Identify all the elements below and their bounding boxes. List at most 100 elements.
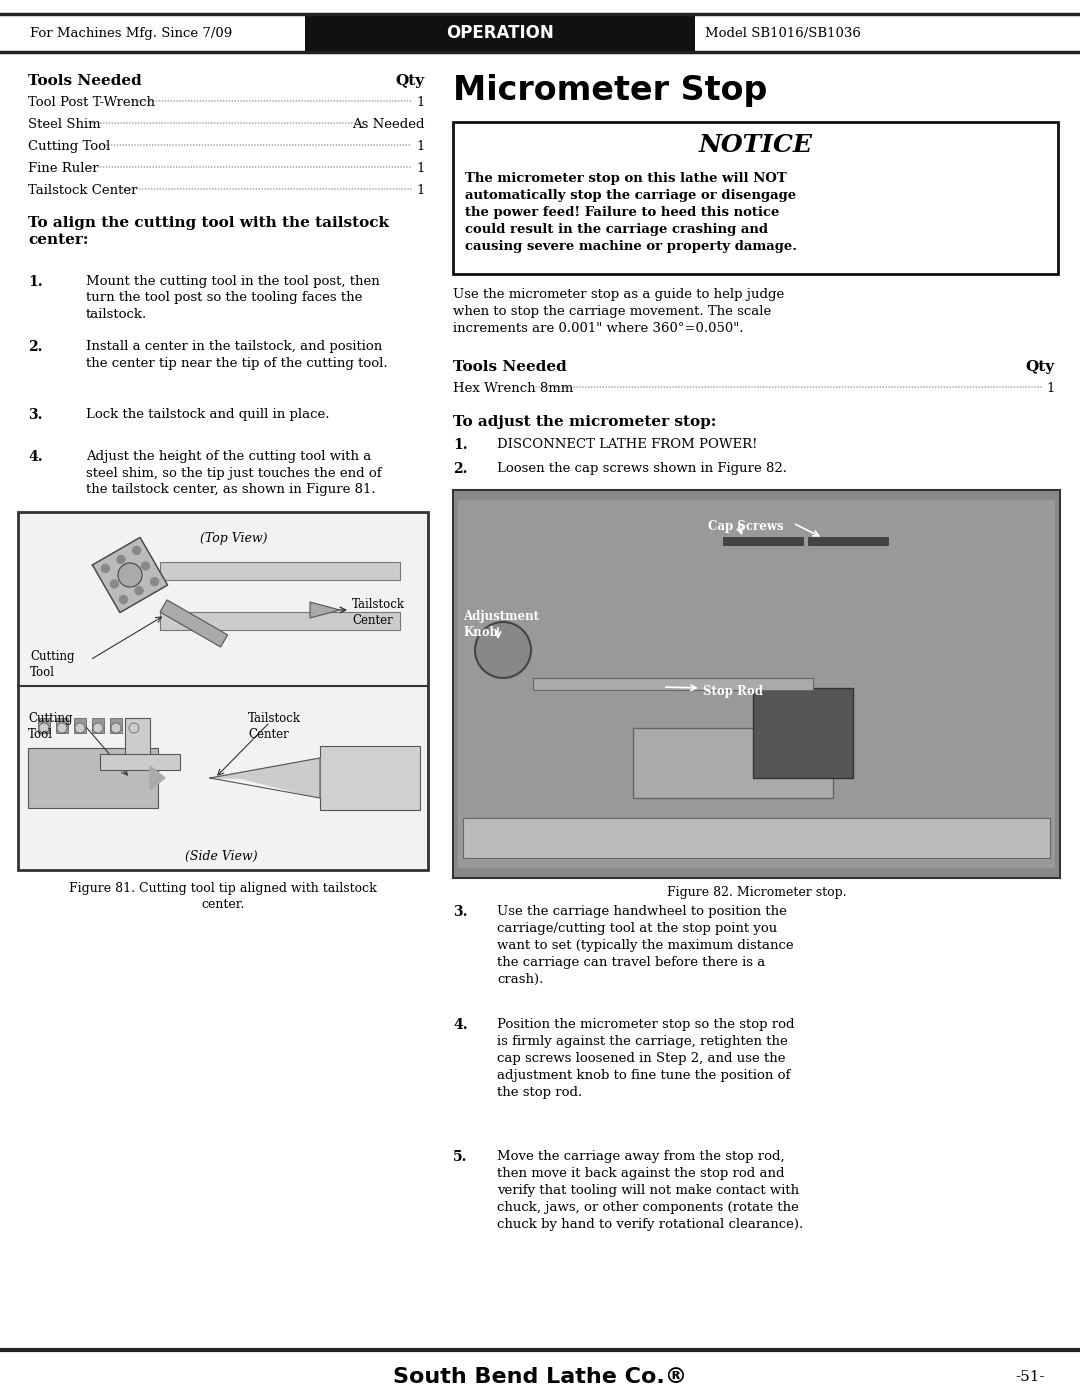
Text: Tailstock Center: Tailstock Center bbox=[28, 184, 137, 197]
Text: Steel Shim: Steel Shim bbox=[28, 117, 100, 131]
Text: Cutting
Tool: Cutting Tool bbox=[28, 712, 72, 740]
Text: Fine Ruler: Fine Ruler bbox=[28, 162, 98, 175]
Bar bbox=[75, 718, 86, 733]
Text: Loosen the cap screws shown in Figure 82.: Loosen the cap screws shown in Figure 82… bbox=[497, 462, 787, 475]
Text: Lock the tailstock and quill in place.: Lock the tailstock and quill in place. bbox=[86, 408, 329, 420]
Bar bbox=[458, 500, 1055, 868]
Text: 3.: 3. bbox=[28, 408, 42, 422]
Circle shape bbox=[118, 563, 141, 587]
Text: Adjust the height of the cutting tool with a
steel shim, so the tip just touches: Adjust the height of the cutting tool wi… bbox=[86, 450, 381, 496]
Circle shape bbox=[129, 724, 139, 733]
Text: 4.: 4. bbox=[453, 1018, 468, 1032]
Bar bbox=[125, 718, 150, 759]
Text: Cutting Tool: Cutting Tool bbox=[28, 140, 110, 154]
Bar bbox=[110, 718, 122, 733]
Text: Hex Wrench 8mm: Hex Wrench 8mm bbox=[453, 381, 573, 395]
Bar bbox=[160, 599, 228, 647]
Text: 2.: 2. bbox=[453, 462, 468, 476]
Text: Mount the cutting tool in the tool post, then
turn the tool post so the tooling : Mount the cutting tool in the tool post,… bbox=[86, 275, 380, 321]
Circle shape bbox=[93, 724, 103, 733]
Circle shape bbox=[111, 724, 121, 733]
Text: (Top View): (Top View) bbox=[200, 532, 268, 545]
Bar bbox=[463, 819, 1050, 858]
Circle shape bbox=[39, 724, 49, 733]
Text: Move the carriage away from the stop rod,
then move it back against the stop rod: Move the carriage away from the stop rod… bbox=[497, 1150, 804, 1231]
Polygon shape bbox=[93, 538, 167, 612]
Text: 1: 1 bbox=[417, 184, 426, 197]
Text: Tools Needed: Tools Needed bbox=[28, 74, 141, 88]
Circle shape bbox=[110, 580, 119, 588]
Bar bbox=[633, 728, 833, 798]
Bar bbox=[305, 14, 696, 52]
Text: Figure 81. Cutting tool tip aligned with tailstock
center.: Figure 81. Cutting tool tip aligned with… bbox=[69, 882, 377, 911]
Bar bbox=[38, 718, 50, 733]
Text: 5.: 5. bbox=[453, 1150, 468, 1164]
Text: 3.: 3. bbox=[453, 905, 468, 919]
Text: Adjustment
Knob: Adjustment Knob bbox=[463, 610, 539, 638]
Text: To adjust the micrometer stop:: To adjust the micrometer stop: bbox=[453, 415, 716, 429]
Text: Tailstock
Center: Tailstock Center bbox=[248, 712, 301, 740]
Text: -51-: -51- bbox=[1015, 1370, 1044, 1384]
Text: Qty: Qty bbox=[396, 74, 426, 88]
Circle shape bbox=[75, 724, 85, 733]
Circle shape bbox=[102, 564, 109, 573]
Bar bbox=[56, 718, 68, 733]
Polygon shape bbox=[310, 602, 340, 617]
Text: 1: 1 bbox=[1047, 381, 1055, 395]
Text: 1.: 1. bbox=[28, 275, 42, 289]
Circle shape bbox=[133, 546, 140, 555]
Text: 1: 1 bbox=[417, 162, 426, 175]
Text: Use the micrometer stop as a guide to help judge
when to stop the carriage movem: Use the micrometer stop as a guide to he… bbox=[453, 288, 784, 335]
Text: As Needed: As Needed bbox=[352, 117, 426, 131]
Text: 2.: 2. bbox=[28, 339, 42, 353]
Text: Tool Post T-Wrench: Tool Post T-Wrench bbox=[28, 96, 156, 109]
Bar bbox=[129, 718, 140, 733]
Text: 1: 1 bbox=[417, 140, 426, 154]
Circle shape bbox=[120, 595, 127, 604]
Circle shape bbox=[57, 724, 67, 733]
Bar bbox=[723, 536, 804, 545]
Bar bbox=[160, 562, 400, 580]
Bar bbox=[753, 687, 853, 778]
Text: Qty: Qty bbox=[1026, 360, 1055, 374]
Circle shape bbox=[150, 577, 159, 585]
Bar bbox=[534, 678, 813, 690]
Bar bbox=[808, 536, 888, 545]
Bar bbox=[100, 754, 180, 770]
Circle shape bbox=[475, 622, 531, 678]
Bar bbox=[453, 122, 1058, 274]
Text: (Side View): (Side View) bbox=[185, 849, 258, 863]
Bar bbox=[320, 746, 420, 810]
Text: Model SB1016/SB1036: Model SB1016/SB1036 bbox=[705, 27, 861, 39]
Bar bbox=[18, 511, 428, 870]
Text: Install a center in the tailstock, and position
the center tip near the tip of t: Install a center in the tailstock, and p… bbox=[86, 339, 388, 369]
Text: Tailstock
Center: Tailstock Center bbox=[352, 598, 405, 627]
Circle shape bbox=[141, 562, 150, 570]
Text: Tools Needed: Tools Needed bbox=[453, 360, 567, 374]
Bar bbox=[92, 718, 104, 733]
Text: NOTICE: NOTICE bbox=[699, 133, 812, 156]
Bar bbox=[28, 747, 158, 807]
Bar bbox=[160, 612, 400, 630]
Text: Cap Screws: Cap Screws bbox=[708, 520, 784, 534]
Text: 1: 1 bbox=[417, 96, 426, 109]
Polygon shape bbox=[150, 766, 165, 789]
Text: For Machines Mfg. Since 7/09: For Machines Mfg. Since 7/09 bbox=[30, 27, 232, 39]
Text: The micrometer stop on this lathe will NOT
automatically stop the carriage or di: The micrometer stop on this lathe will N… bbox=[465, 172, 797, 253]
Text: 1.: 1. bbox=[453, 439, 468, 453]
Text: Figure 82. Micrometer stop.: Figure 82. Micrometer stop. bbox=[666, 886, 847, 900]
Circle shape bbox=[117, 556, 125, 563]
Text: South Bend Lathe Co.®: South Bend Lathe Co.® bbox=[393, 1368, 687, 1387]
Text: Cutting
Tool: Cutting Tool bbox=[30, 650, 75, 679]
Polygon shape bbox=[210, 759, 320, 798]
Text: OPERATION: OPERATION bbox=[446, 24, 554, 42]
Text: Micrometer Stop: Micrometer Stop bbox=[453, 74, 768, 108]
Text: Use the carriage handwheel to position the
carriage/cutting tool at the stop poi: Use the carriage handwheel to position t… bbox=[497, 905, 794, 986]
Text: To align the cutting tool with the tailstock
center:: To align the cutting tool with the tails… bbox=[28, 217, 389, 247]
Text: Position the micrometer stop so the stop rod
is firmly against the carriage, ret: Position the micrometer stop so the stop… bbox=[497, 1018, 795, 1099]
Circle shape bbox=[135, 587, 143, 595]
Bar bbox=[453, 490, 1059, 877]
Text: DISCONNECT LATHE FROM POWER!: DISCONNECT LATHE FROM POWER! bbox=[497, 439, 757, 451]
Text: Stop Rod: Stop Rod bbox=[703, 685, 762, 698]
Text: 4.: 4. bbox=[28, 450, 42, 464]
